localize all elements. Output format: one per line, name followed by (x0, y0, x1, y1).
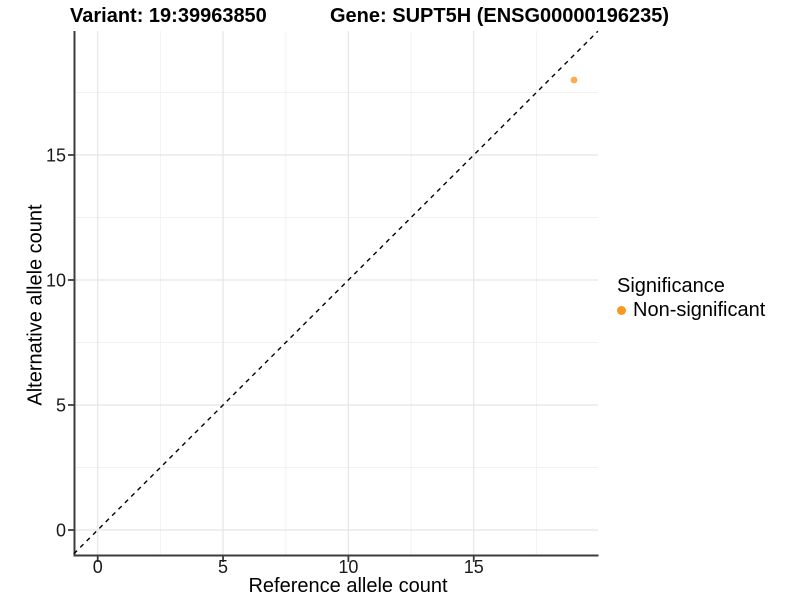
legend-item-label: Non-significant (633, 299, 766, 321)
data-point (570, 76, 578, 84)
x-tick-label: 5 (218, 557, 228, 577)
y-tick-label: 10 (46, 271, 66, 291)
x-axis-title: Reference allele count (248, 575, 448, 597)
x-tick-label: 10 (338, 557, 358, 577)
x-tick-label: 0 (93, 557, 103, 577)
legend: Significance Non-significant (617, 275, 765, 321)
plot-title-variant: Variant: 19:39963850 (70, 5, 267, 27)
identity-dashed-line (73, 30, 599, 555)
y-tick-label: 5 (56, 396, 66, 416)
y-tick-label: 15 (46, 146, 66, 166)
plot-title-gene: Gene: SUPT5H (ENSG00000196235) (330, 5, 670, 27)
legend-point-icon (617, 305, 626, 315)
legend-title: Significance (617, 275, 725, 297)
legend-item-non-significant: Non-significant (617, 299, 765, 321)
y-tick-label: 0 (56, 521, 66, 541)
y-axis-title: Alternative allele count (24, 204, 47, 406)
x-tick-label: 15 (464, 557, 484, 577)
